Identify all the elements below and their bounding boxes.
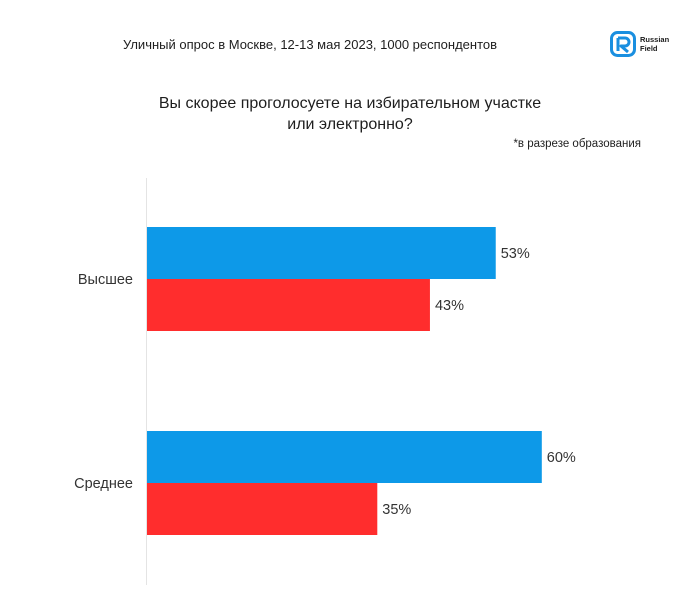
question-line2: или электронно?	[287, 116, 413, 133]
russian-field-logo: Russian Field	[610, 31, 680, 59]
category-label: Высшее	[78, 272, 133, 288]
chart-note: *в разрезе образования	[513, 138, 641, 150]
data-label: 53%	[501, 246, 530, 262]
question-line1: Вы скорее проголосуете на избирательном …	[158, 95, 542, 112]
bar	[147, 431, 542, 483]
bar	[147, 279, 430, 331]
data-label: 60%	[547, 450, 576, 466]
russian-field-logo-text: Russian Field	[640, 35, 669, 53]
logo-line2: Field	[640, 44, 658, 53]
data-label: 35%	[382, 502, 411, 518]
russian-field-logo-icon	[610, 31, 636, 57]
category-label: Среднее	[74, 476, 133, 492]
survey-header-title: Уличный опрос в Москве, 12-13 мая 2023, …	[122, 37, 498, 52]
logo-line1: Russian	[640, 35, 670, 44]
bar	[147, 483, 378, 535]
bar	[147, 227, 496, 279]
chart-question: Вы скорее проголосуете на избирательном …	[100, 93, 600, 135]
data-label: 43%	[435, 298, 464, 314]
